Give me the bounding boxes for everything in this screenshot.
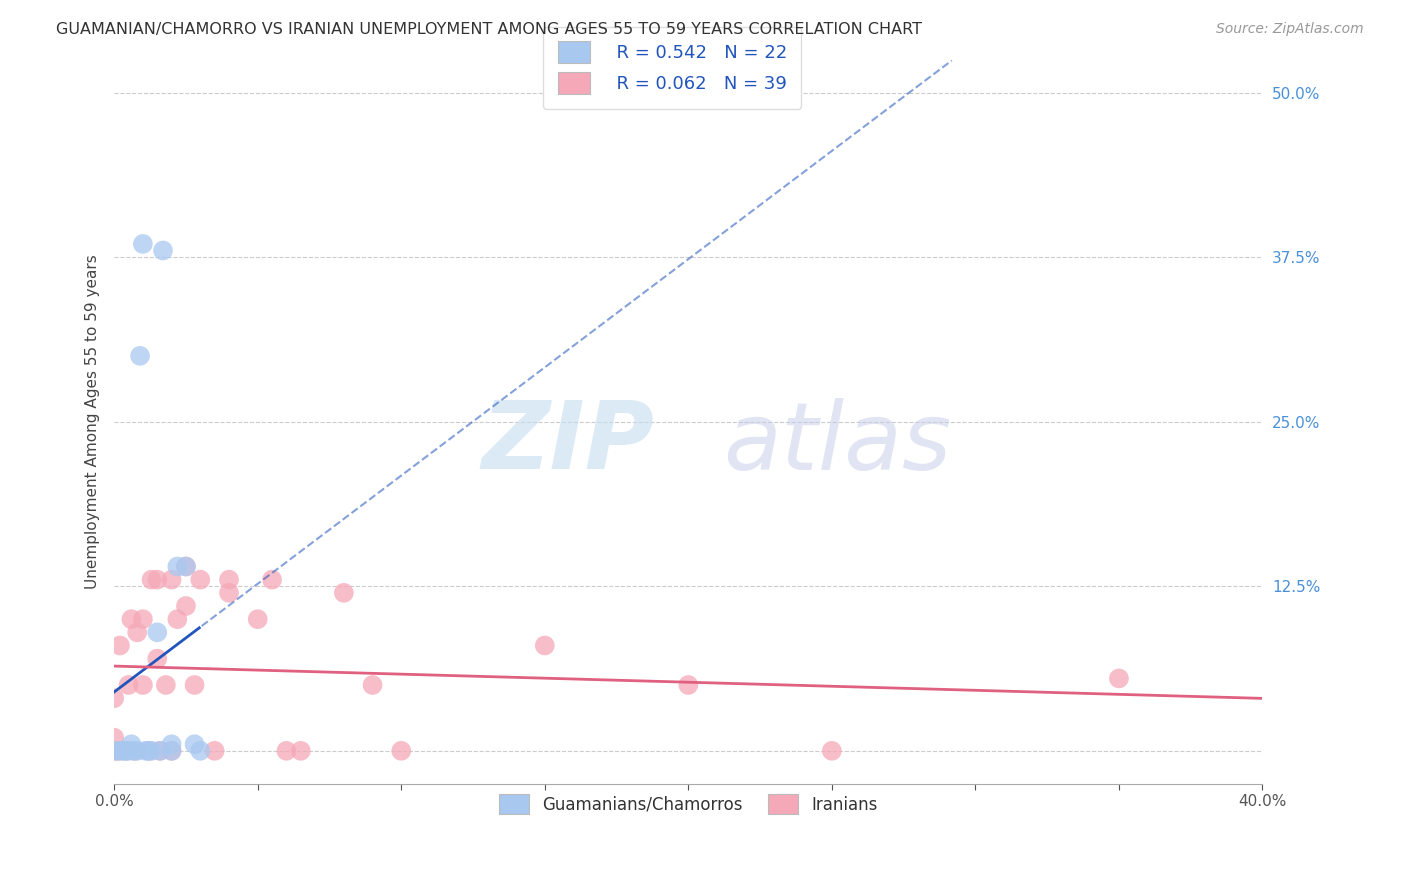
Point <box>124 744 146 758</box>
Point <box>105 744 128 758</box>
Point <box>160 744 183 758</box>
Point <box>290 744 312 758</box>
Point <box>114 744 136 758</box>
Point <box>132 236 155 251</box>
Point <box>108 744 131 758</box>
Point <box>149 744 172 758</box>
Point <box>108 639 131 653</box>
Point <box>174 559 197 574</box>
Point <box>821 744 844 758</box>
Point <box>127 744 149 758</box>
Point <box>141 744 163 758</box>
Point <box>105 744 128 758</box>
Point <box>155 678 177 692</box>
Point <box>183 737 205 751</box>
Point <box>132 612 155 626</box>
Point <box>1108 672 1130 686</box>
Point <box>127 625 149 640</box>
Point <box>111 744 134 758</box>
Point <box>174 599 197 613</box>
Point <box>146 651 169 665</box>
Point <box>103 731 125 745</box>
Point <box>103 691 125 706</box>
Point <box>146 625 169 640</box>
Point <box>166 559 188 574</box>
Point <box>218 586 240 600</box>
Point <box>135 744 157 758</box>
Point <box>129 349 152 363</box>
Point <box>183 678 205 692</box>
Legend: Guamanians/Chamorros, Iranians: Guamanians/Chamorros, Iranians <box>488 782 889 826</box>
Point <box>389 744 412 758</box>
Text: GUAMANIAN/CHAMORRO VS IRANIAN UNEMPLOYMENT AMONG AGES 55 TO 59 YEARS CORRELATION: GUAMANIAN/CHAMORRO VS IRANIAN UNEMPLOYME… <box>56 22 922 37</box>
Point <box>160 744 183 758</box>
Point <box>141 573 163 587</box>
Point <box>160 573 183 587</box>
Point <box>204 744 226 758</box>
Text: atlas: atlas <box>723 398 950 489</box>
Text: Source: ZipAtlas.com: Source: ZipAtlas.com <box>1216 22 1364 37</box>
Point <box>218 573 240 587</box>
Point <box>166 612 188 626</box>
Point <box>138 744 160 758</box>
Point <box>120 612 142 626</box>
Point <box>132 678 155 692</box>
Point <box>138 744 160 758</box>
Point <box>333 586 356 600</box>
Point <box>276 744 298 758</box>
Point <box>174 559 197 574</box>
Point <box>678 678 700 692</box>
Point <box>361 678 384 692</box>
Point <box>160 737 183 751</box>
Y-axis label: Unemployment Among Ages 55 to 59 years: Unemployment Among Ages 55 to 59 years <box>86 254 100 589</box>
Point <box>103 744 125 758</box>
Point <box>262 573 284 587</box>
Point <box>117 678 139 692</box>
Point <box>533 639 555 653</box>
Point <box>146 573 169 587</box>
Point <box>149 744 172 758</box>
Point <box>117 744 139 758</box>
Point <box>188 744 211 758</box>
Text: ZIP: ZIP <box>481 398 654 490</box>
Point <box>124 744 146 758</box>
Point <box>152 244 174 258</box>
Point <box>120 737 142 751</box>
Point <box>188 573 211 587</box>
Point <box>114 744 136 758</box>
Point <box>246 612 269 626</box>
